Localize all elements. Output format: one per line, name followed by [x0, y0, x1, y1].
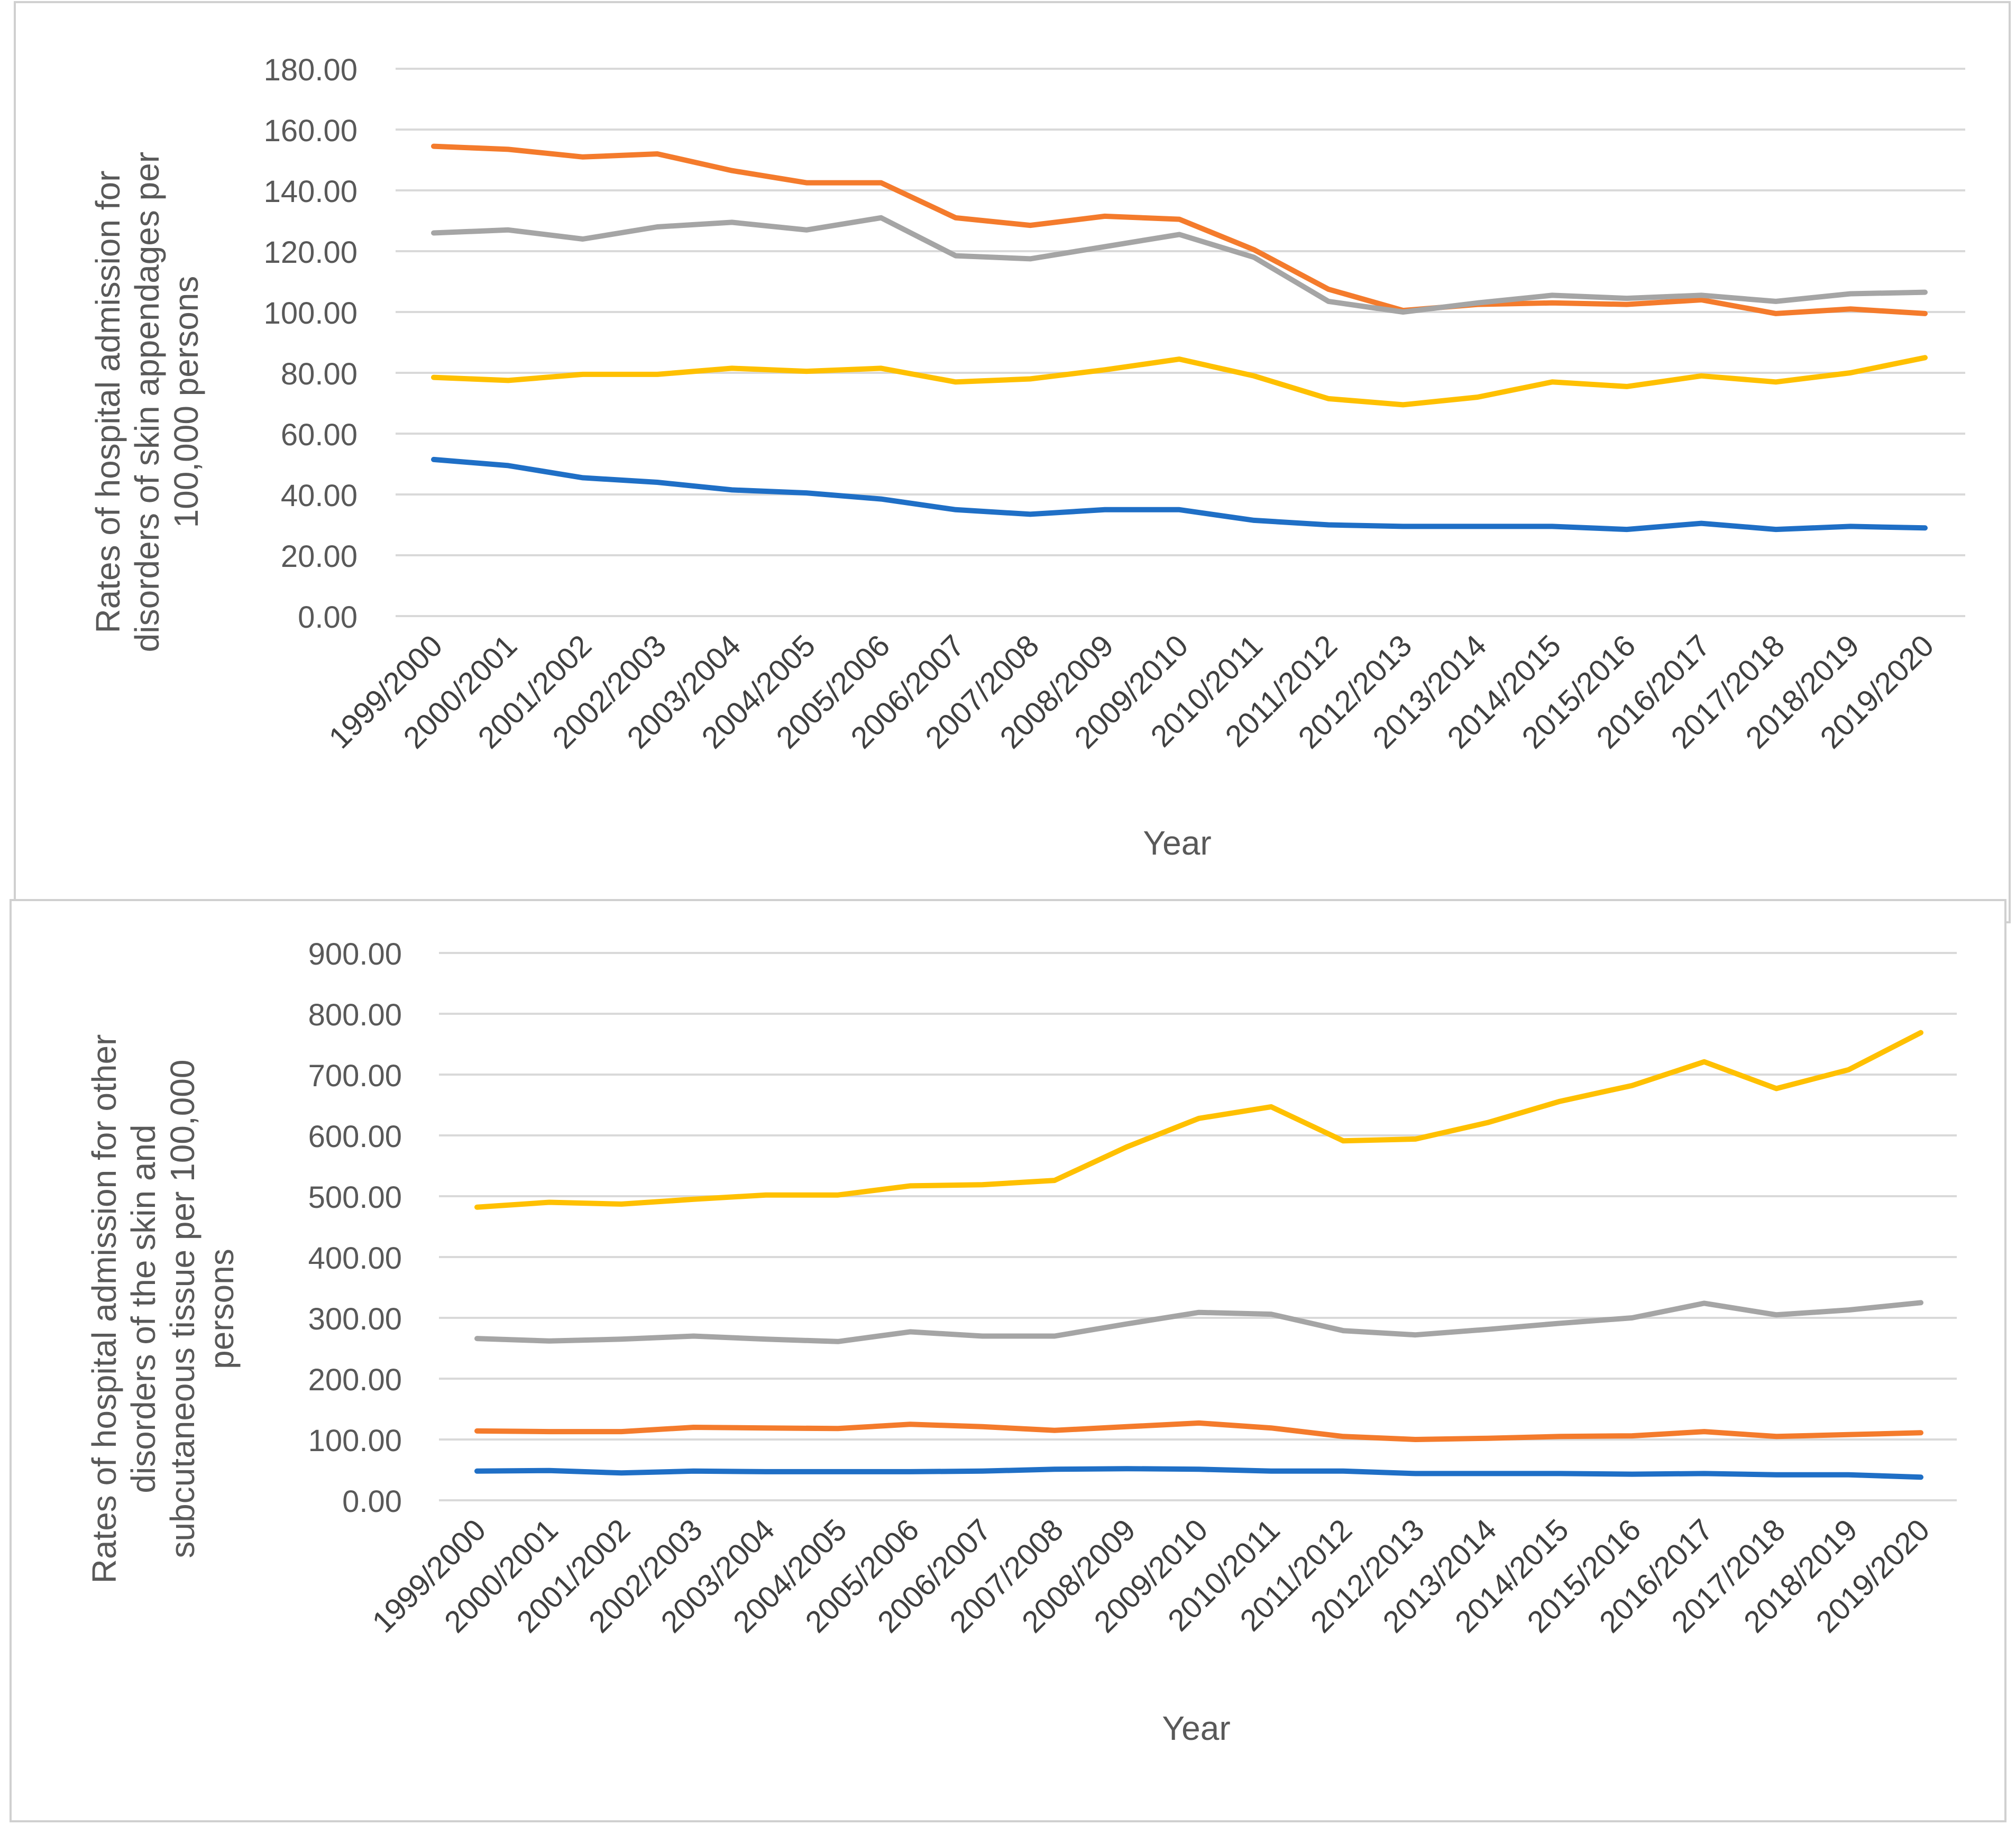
c2-y-tick-label: 600.00 [308, 1120, 402, 1154]
chart-2-frame [10, 899, 2006, 1822]
c1-y-tick-label: 120.00 [264, 235, 358, 270]
chart-2-gridlines [439, 952, 1957, 1501]
chart-1-y-tick-labels: 0.00 20.00 40.00 60.00 80.00 100.00 120.00 140.… [264, 53, 358, 635]
c2-y-tick-label: 100.00 [308, 1424, 402, 1458]
c1-series-line-2 [431, 143, 1928, 316]
chart-1-y-axis-title: Rates of hospital admission fordisorders… [89, 152, 205, 652]
chart-1-frame [14, 1, 2011, 923]
c2-y-axis-title-line: disorders of the skin and [124, 1124, 162, 1493]
c1-y-axis-title-line: 100,000 persons [167, 276, 205, 528]
c1-y-tick-label: 20.00 [281, 539, 358, 574]
c2-series-line-1 [474, 1466, 1923, 1480]
c2-y-tick-label: 400.00 [308, 1241, 402, 1276]
c2-y-axis-title-line: subcutaneous tissue per 100,000 [163, 1060, 201, 1558]
c2-y-tick-label: 700.00 [308, 1059, 402, 1093]
c1-y-tick-label: 80.00 [281, 357, 358, 391]
chart-1: 0.00 20.00 40.00 60.00 80.00 100.00 120.00 140.… [14, 1, 2011, 923]
c1-y-axis-title-line: Rates of hospital admission for [89, 170, 127, 633]
chart-2-series [474, 1030, 1923, 1480]
c2-series-line-2 [474, 1420, 1923, 1442]
chart-2-y-axis-title: Rates of hospital admission for otherdis… [85, 1034, 241, 1584]
chart-1-gridlines [396, 68, 1965, 617]
chart-2-y-tick-labels: 0.00 100.00 200.00 300.00 400.00 500.00 600.00… [308, 937, 402, 1519]
c2-series-line-4 [474, 1030, 1923, 1210]
c1-y-tick-label: 100.00 [264, 296, 358, 331]
c2-series-line-3 [474, 1300, 1923, 1344]
c1-y-tick-label: 140.00 [264, 175, 358, 209]
c1-y-tick-label: 160.00 [264, 114, 358, 148]
chart-2: 0.00 100.00 200.00 300.00 400.00 500.00 600.00… [10, 899, 2006, 1822]
chart-1-x-axis-title: Year [1143, 824, 1211, 862]
c2-y-tick-label: 800.00 [308, 998, 402, 1032]
c1-series-line-3 [431, 215, 1928, 315]
c1-y-axis-title-line: disorders of skin appendages per [128, 152, 166, 652]
c2-y-axis-title-line: persons [203, 1249, 241, 1369]
c2-y-tick-label: 200.00 [308, 1363, 402, 1397]
c2-y-tick-label: 500.00 [308, 1180, 402, 1215]
c1-y-tick-label: 180.00 [264, 53, 358, 87]
c2-y-tick-label: 900.00 [308, 937, 402, 971]
c1-y-tick-label: 40.00 [281, 479, 358, 513]
c2-y-axis-title-line: Rates of hospital admission for other [85, 1034, 123, 1584]
c1-y-tick-label: 60.00 [281, 418, 358, 452]
chart-1-series [431, 143, 1928, 533]
c1-y-tick-label: 0.00 [298, 600, 358, 635]
c2-y-tick-label: 300.00 [308, 1302, 402, 1336]
c1-series-line-1 [431, 456, 1928, 533]
c1-series-line-4 [431, 355, 1928, 408]
chart-2-x-axis-title: Year [1162, 1709, 1230, 1747]
c2-y-tick-label: 0.00 [342, 1484, 402, 1519]
